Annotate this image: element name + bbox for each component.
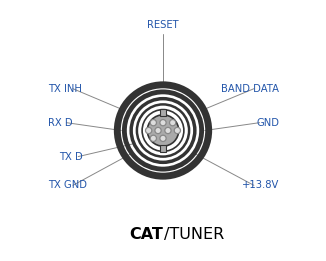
- Bar: [160, 145, 166, 152]
- Circle shape: [165, 127, 171, 134]
- Text: CAT: CAT: [129, 227, 163, 242]
- Circle shape: [160, 120, 166, 126]
- Circle shape: [170, 120, 176, 126]
- Text: TX INH: TX INH: [48, 84, 82, 94]
- Text: TX GND: TX GND: [48, 180, 87, 190]
- Text: RX D: RX D: [48, 118, 73, 128]
- Circle shape: [150, 135, 156, 141]
- Circle shape: [174, 127, 181, 134]
- Circle shape: [145, 127, 152, 134]
- Text: RESET: RESET: [147, 20, 179, 30]
- Circle shape: [160, 135, 166, 141]
- Circle shape: [155, 127, 161, 134]
- Text: GND: GND: [256, 118, 279, 128]
- Text: TX D: TX D: [59, 152, 82, 162]
- Bar: [160, 109, 166, 116]
- Circle shape: [150, 120, 156, 126]
- Text: /TUNER: /TUNER: [164, 227, 224, 242]
- Text: +13.8V: +13.8V: [242, 180, 279, 190]
- Circle shape: [147, 115, 179, 146]
- Text: BAND DATA: BAND DATA: [221, 84, 279, 94]
